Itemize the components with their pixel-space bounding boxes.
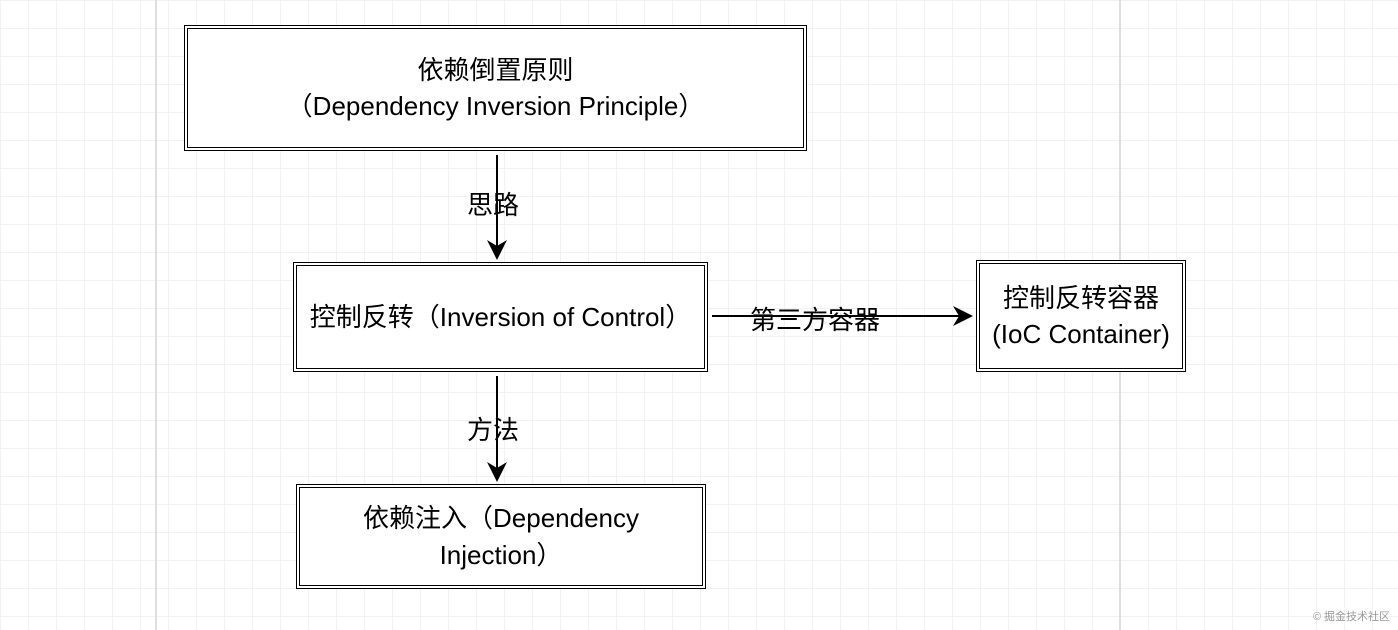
node-dip-zh: 依赖倒置原则 xyxy=(417,55,573,85)
watermark: © 掘金技术社区 xyxy=(1313,608,1390,624)
node-di-label: 依赖注入（Dependency Injection） xyxy=(312,500,690,573)
node-ioc-container: 控制反转容器 (IoC Container) xyxy=(976,260,1186,372)
diagram-canvas: 依赖倒置原则 （Dependency Inversion Principle） … xyxy=(0,0,1398,630)
node-ioc-container-en: (IoC Container) xyxy=(992,319,1170,349)
edge-label-fangfa: 方法 xyxy=(467,410,519,447)
node-dip-label: 依赖倒置原则 （Dependency Inversion Principle） xyxy=(287,52,705,125)
node-ioc-container-zh: 控制反转容器 xyxy=(1003,283,1159,313)
node-dip-en: （Dependency Inversion Principle） xyxy=(287,91,705,121)
grid-major-line xyxy=(155,0,157,630)
edge-label-container: 第三方容器 xyxy=(750,300,880,337)
node-dip: 依赖倒置原则 （Dependency Inversion Principle） xyxy=(184,25,807,151)
node-ioc-container-label: 控制反转容器 (IoC Container) xyxy=(992,280,1170,353)
node-di: 依赖注入（Dependency Injection） xyxy=(296,484,706,589)
node-ioc-label: 控制反转（Inversion of Control） xyxy=(310,299,691,335)
node-ioc: 控制反转（Inversion of Control） xyxy=(293,262,708,372)
edge-label-silu: 思路 xyxy=(467,185,519,222)
